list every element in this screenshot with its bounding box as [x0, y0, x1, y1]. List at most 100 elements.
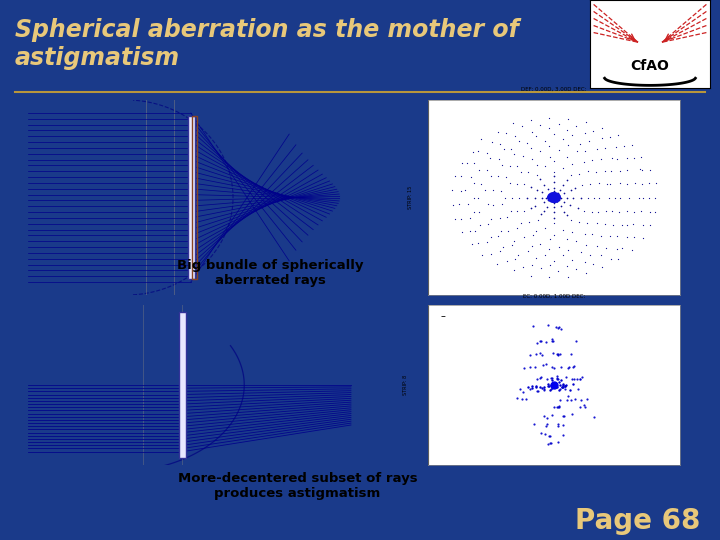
Point [559, 207, 570, 216]
Point [542, 185, 554, 194]
Point [546, 193, 558, 202]
Point [526, 242, 537, 251]
Point [514, 385, 526, 394]
Point [548, 197, 559, 205]
Point [464, 214, 476, 222]
Point [552, 422, 564, 431]
Point [548, 167, 559, 176]
Point [546, 191, 558, 199]
Point [526, 115, 537, 124]
Point [539, 137, 551, 145]
Point [547, 191, 559, 199]
Point [587, 156, 598, 165]
Point [467, 147, 479, 156]
Point [562, 363, 574, 372]
Point [616, 244, 628, 252]
Point [546, 374, 558, 383]
Point [550, 193, 562, 202]
Point [553, 402, 564, 410]
Point [534, 349, 546, 357]
Point [572, 385, 584, 394]
Point [588, 127, 599, 136]
Point [571, 122, 582, 130]
Point [549, 196, 560, 205]
Point [604, 232, 616, 240]
Point [544, 386, 556, 394]
Point [522, 382, 534, 391]
Point [546, 334, 557, 343]
Circle shape [548, 193, 560, 202]
Point [588, 193, 600, 202]
Point [559, 373, 571, 381]
Point [492, 260, 503, 268]
Point [531, 254, 542, 262]
Point [546, 190, 558, 198]
Point [559, 382, 570, 391]
Point [548, 195, 559, 204]
Point [548, 194, 559, 203]
Point [548, 195, 559, 204]
Point [527, 231, 539, 240]
Point [576, 372, 588, 381]
Point [504, 161, 516, 170]
Point [546, 193, 557, 201]
Point [506, 240, 518, 249]
Point [559, 382, 571, 391]
Point [511, 207, 523, 215]
Point [530, 131, 541, 140]
Point [481, 148, 492, 157]
Point [546, 384, 557, 393]
Point [549, 192, 561, 201]
Point [626, 246, 638, 254]
Point [547, 349, 559, 357]
Point [549, 196, 560, 205]
Point [525, 271, 536, 280]
Point [587, 207, 598, 216]
Point [558, 380, 570, 389]
Point [554, 380, 565, 389]
Point [539, 383, 550, 391]
Point [549, 194, 560, 202]
Point [548, 219, 559, 228]
Point [508, 237, 520, 246]
Point [548, 194, 559, 203]
Point [544, 438, 556, 447]
Point [455, 186, 467, 195]
Point [546, 191, 558, 200]
Point [551, 192, 562, 201]
Point [552, 193, 563, 201]
Point [466, 240, 477, 248]
Point [629, 207, 640, 216]
Point [455, 172, 467, 181]
Point [521, 138, 533, 147]
Point [570, 336, 582, 345]
Point [567, 193, 579, 202]
Point [504, 179, 516, 187]
Bar [179, 312, 186, 458]
Point [609, 193, 621, 202]
Point [549, 193, 560, 201]
Point [523, 217, 535, 226]
Point [535, 264, 546, 272]
Point [599, 166, 611, 175]
Point [468, 193, 480, 202]
Point [593, 207, 604, 216]
Point [487, 200, 498, 209]
Point [534, 374, 546, 383]
Point [584, 136, 595, 145]
Text: Big bundle of spherically
aberrated rays: Big bundle of spherically aberrated rays [176, 259, 364, 287]
Point [549, 364, 560, 373]
Point [544, 261, 555, 270]
Point [553, 351, 564, 360]
Point [548, 191, 559, 200]
Point [634, 193, 645, 202]
Point [548, 199, 559, 207]
Point [575, 396, 587, 404]
Point [485, 214, 497, 223]
Point [548, 192, 559, 200]
Point [464, 227, 475, 235]
Point [595, 154, 607, 163]
Point [615, 193, 626, 202]
Point [518, 207, 530, 215]
Point [595, 134, 607, 143]
